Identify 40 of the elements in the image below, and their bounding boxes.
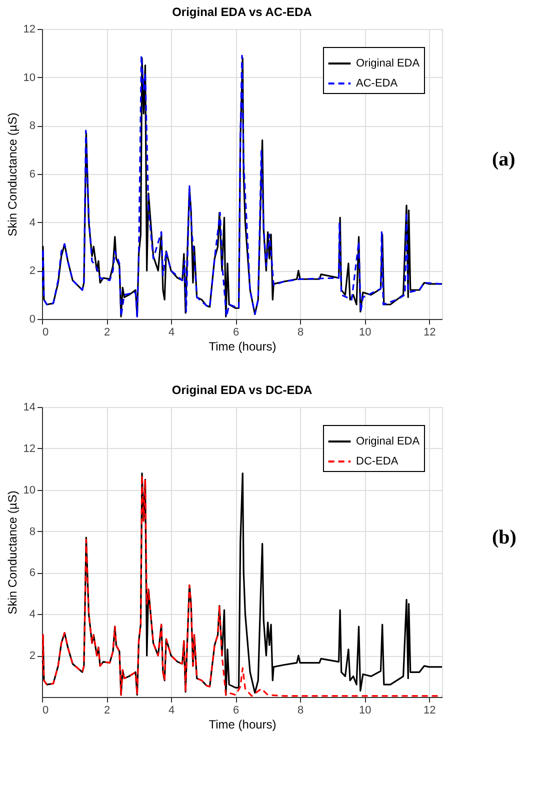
y-tick-label: 2 [29, 650, 36, 662]
x-tick-label: 2 [104, 326, 110, 338]
x-tick-label: 0 [42, 704, 49, 716]
x-tick-label: 10 [358, 326, 372, 338]
y-tick-label: 4 [29, 608, 36, 621]
x-axis-title: Time (hours) [208, 340, 276, 354]
legend-label: Original EDA [356, 436, 420, 448]
y-tick-label: 12 [23, 442, 36, 455]
chart-title: Original EDA vs AC-EDA [172, 5, 312, 19]
text: (b) [492, 526, 516, 548]
legend-label: DC-EDA [356, 456, 399, 468]
y-tick-label: 10 [23, 484, 36, 496]
y-tick-label: 8 [29, 120, 36, 132]
legend-label: AC-EDA [356, 78, 398, 90]
y-tick-label: 12 [23, 24, 36, 36]
x-axis-title: Time (hours) [208, 718, 276, 732]
x-tick-label: 2 [104, 704, 110, 716]
y-tick-label: 0 [29, 314, 36, 326]
x-tick-label: 12 [423, 704, 436, 716]
x-tick-label: 8 [298, 326, 304, 338]
x-tick-label: 4 [168, 704, 175, 716]
y-tick-label: 8 [29, 526, 36, 538]
legend-label: Original EDA [356, 58, 420, 70]
y-tick-label: 6 [29, 567, 36, 580]
y-tick-label: 2 [29, 265, 36, 278]
y-tick-label: 10 [23, 72, 36, 84]
y-tick-label: 6 [29, 168, 36, 180]
text: (a) [492, 148, 516, 170]
y-axis-title: Skin Conductance (µS) [5, 112, 20, 236]
x-tick-label: 10 [358, 704, 372, 716]
x-tick-label: 6 [232, 326, 240, 338]
x-tick-label: 8 [298, 704, 304, 716]
x-tick-label: 4 [168, 326, 175, 338]
y-tick-label: 4 [29, 216, 36, 229]
y-axis-title: Skin Conductance (µS) [5, 490, 20, 614]
y-tick-label: 14 [23, 402, 36, 414]
x-tick-label: 0 [42, 326, 49, 338]
chart-title: Original EDA vs DC-EDA [172, 383, 312, 397]
x-tick-label: 6 [232, 704, 240, 716]
x-tick-label: 12 [423, 326, 436, 338]
